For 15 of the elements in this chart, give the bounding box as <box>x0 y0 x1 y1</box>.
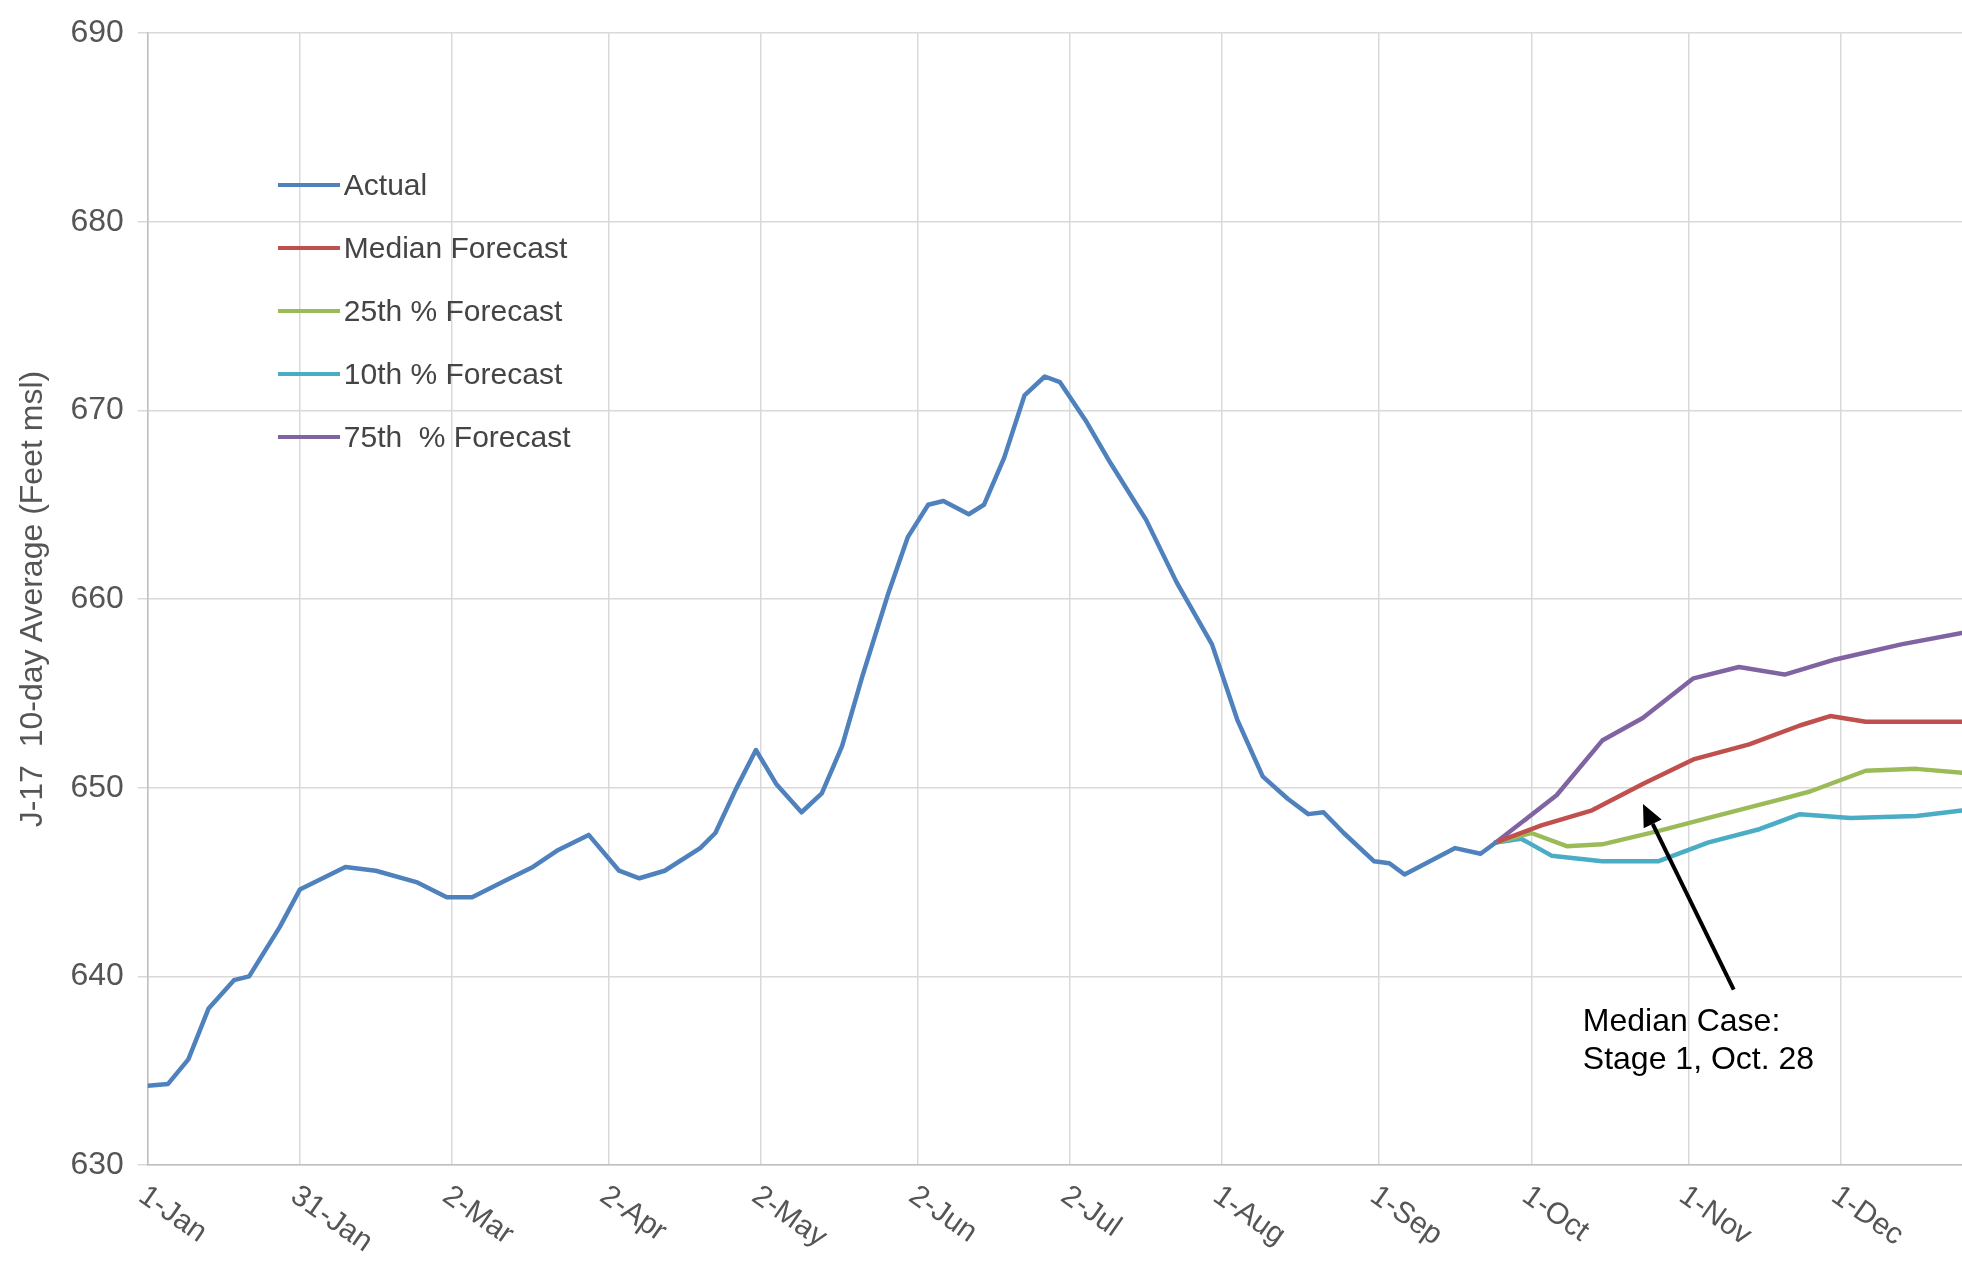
legend-label: 75th % Forecast <box>343 419 571 454</box>
y-axis-title: J-17 10-day Average (Feet msl) <box>13 370 50 828</box>
y-tick-label: 670 <box>70 390 124 427</box>
y-tick-label: 680 <box>70 201 124 238</box>
legend-label: Actual <box>343 167 428 202</box>
x-tick-label: 2-Jul <box>1055 1177 1129 1242</box>
y-tick-label: 630 <box>70 1144 124 1181</box>
y-tick-label: 690 <box>70 13 124 50</box>
y-tick-label: 640 <box>70 956 124 993</box>
y-tick-label: 650 <box>70 767 124 804</box>
legend-label: 25th % Forecast <box>343 293 563 328</box>
y-tick-label: 660 <box>70 578 124 615</box>
legend-label: 10th % Forecast <box>343 356 563 391</box>
annotation: Median Case: Stage 1, Oct. 28 <box>1582 1000 1815 1077</box>
legend-label: Median Forecast <box>343 230 568 265</box>
